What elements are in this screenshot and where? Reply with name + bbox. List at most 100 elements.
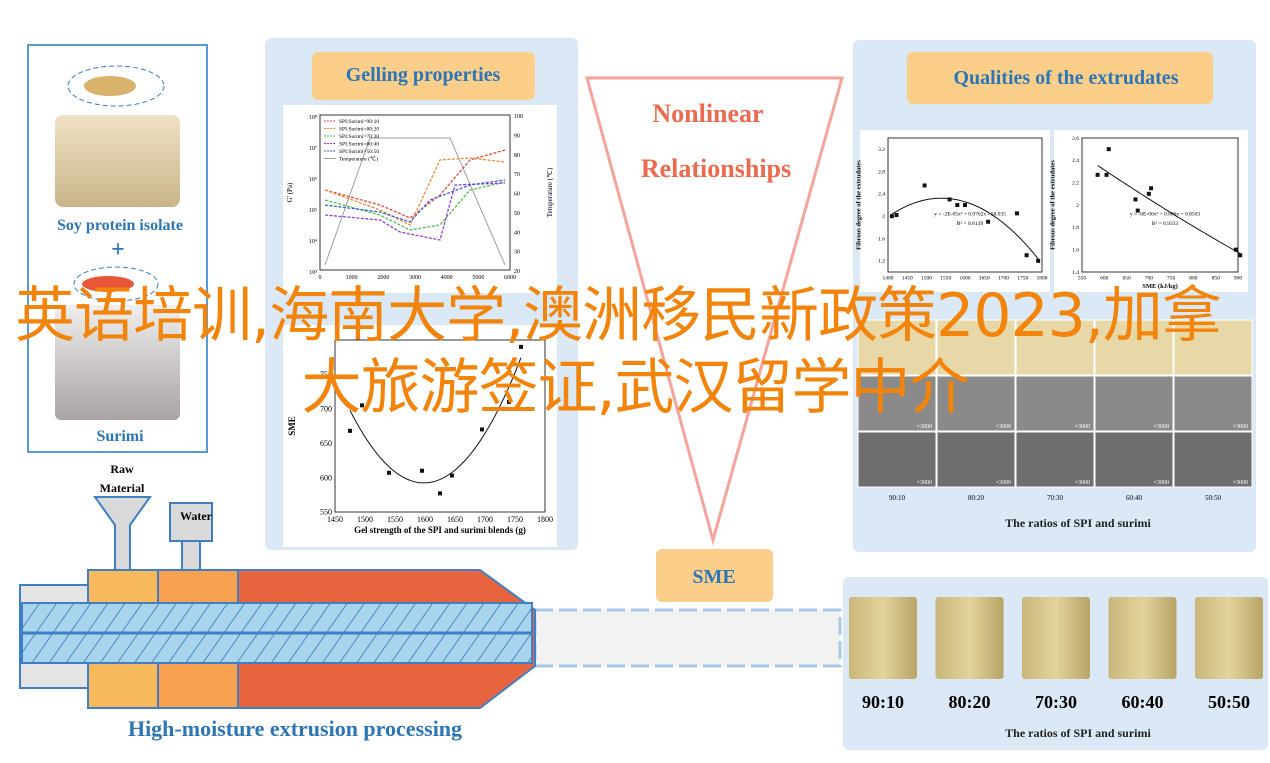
x-tick-label: 1450 <box>327 515 343 524</box>
gelling-title: Gelling properties <box>346 64 501 86</box>
label-box <box>312 52 535 100</box>
point <box>360 403 364 408</box>
magnification: ×3000 <box>996 480 1011 486</box>
point <box>450 473 454 478</box>
y2-tick-label: 40 <box>514 230 520 236</box>
point <box>1036 258 1041 263</box>
surimi-label: Surimi <box>96 428 144 445</box>
legend-label: SPI:Surimi=80:20 <box>339 127 379 133</box>
y-tick-label: 1.6 <box>1072 248 1079 254</box>
x-tick-label: 1600 <box>417 515 433 524</box>
y-tick-label: 600 <box>320 473 332 482</box>
y-axis-label: G' (Pa) <box>286 182 294 202</box>
y-tick-label: 2 <box>882 214 885 220</box>
ratio-label: 50:50 <box>1208 692 1250 712</box>
surimi-image <box>55 305 180 420</box>
plot-frame <box>319 114 511 271</box>
sample-stick <box>1022 597 1090 679</box>
x-tick-label: 2000 <box>377 275 389 281</box>
point <box>963 203 967 207</box>
x-tick-label: 6000 <box>504 275 516 281</box>
y-tick-label: 10⁸ <box>309 115 317 121</box>
y2-tick-label: 60 <box>514 192 520 198</box>
y-tick-label: 550 <box>320 508 332 517</box>
x-tick-label: 4000 <box>441 275 453 281</box>
y-axis-label: Fibrous degree of the extrudates <box>856 160 863 250</box>
y2-tick-label: 80 <box>514 153 520 159</box>
point <box>387 470 391 475</box>
caption: The ratios of SPI and surimi <box>1005 726 1151 740</box>
x-tick-label: 800 <box>1189 276 1198 282</box>
point <box>947 197 952 202</box>
y-tick-label: 2 <box>1076 203 1079 209</box>
point <box>480 427 484 432</box>
y-tick-label: 700 <box>320 404 332 413</box>
y-tick-label: 2.2 <box>1072 181 1079 187</box>
point <box>1095 172 1100 177</box>
legend-label: SPI:Surimi=70:30 <box>339 134 379 140</box>
ratio-label: 50:50 <box>1205 494 1221 502</box>
point <box>438 491 442 496</box>
qualities-title: Qualities of the extrudates <box>954 67 1179 89</box>
ratio-label: 70:30 <box>1035 692 1077 712</box>
sem-image <box>857 375 937 432</box>
x-tick-label: 1700 <box>477 515 493 524</box>
x-tick-label: 0 <box>319 275 322 281</box>
x-tick-label: 750 <box>1167 276 1176 282</box>
ratio-label: 70:30 <box>1047 494 1063 502</box>
point <box>507 399 511 404</box>
water-box <box>169 502 213 542</box>
temperature-curve <box>324 137 506 266</box>
x-tick-label: 5000 <box>472 275 484 281</box>
x-tick-label: 900 <box>1234 276 1243 282</box>
point <box>1024 253 1029 258</box>
plot-frame <box>1081 137 1239 273</box>
legend-label: SPI:Surimi=60:40 <box>339 142 379 148</box>
sample-photo <box>1094 319 1174 376</box>
y-axis-label: SME <box>287 416 297 436</box>
sme-label: SME <box>692 566 735 588</box>
legend-label: SPI:Surimi=90:10 <box>339 119 379 125</box>
plot-frame <box>887 137 1043 273</box>
magnification: ×3000 <box>1154 480 1169 486</box>
sample-stick <box>849 597 917 679</box>
x-tick-label: 1550 <box>940 276 951 282</box>
point <box>519 344 523 349</box>
point <box>955 203 960 207</box>
g-curve <box>324 181 506 231</box>
ratio-label: 90:10 <box>862 692 904 712</box>
g-curve <box>324 157 506 226</box>
legend-label: Temperature (℃) <box>339 156 378 163</box>
y-tick-label: 1.4 <box>1072 270 1079 276</box>
g-curve <box>324 149 506 219</box>
sme-box <box>656 549 773 602</box>
label-box <box>907 52 1213 104</box>
y2-tick-label: 30 <box>514 250 520 256</box>
magnification: ×3000 <box>1233 424 1248 430</box>
beans <box>84 76 136 96</box>
x-tick-label: 1750 <box>507 515 523 524</box>
x-tick-label: 550 <box>1078 276 1087 282</box>
sem-image <box>1094 431 1174 488</box>
x-tick-label: 850 <box>1212 276 1221 282</box>
y-tick-label: 10⁴ <box>309 239 317 245</box>
x-tick-label: 1450 <box>902 276 913 282</box>
x-axis-label: Gel strength of the SPI and surimi blend… <box>354 525 526 535</box>
sample-photo <box>1015 319 1095 376</box>
fit-curve <box>349 357 522 484</box>
point <box>1146 191 1151 196</box>
sem-image <box>1173 431 1253 488</box>
x-tick-label: 1800 <box>537 515 553 524</box>
process-label: High-moisture extrusion processing <box>128 716 462 741</box>
x-tick-label: 1800 <box>1037 276 1048 282</box>
sem-image <box>1015 431 1095 488</box>
y-tick-label: 2.6 <box>1072 136 1079 142</box>
powder-image <box>55 115 180 207</box>
magnification: ×3000 <box>996 424 1011 430</box>
x-tick-label: 1000 <box>346 275 358 281</box>
sem-image <box>936 431 1016 488</box>
sem-image <box>857 431 937 488</box>
sem-image <box>936 375 1016 432</box>
sme-chart-bg <box>283 325 557 547</box>
